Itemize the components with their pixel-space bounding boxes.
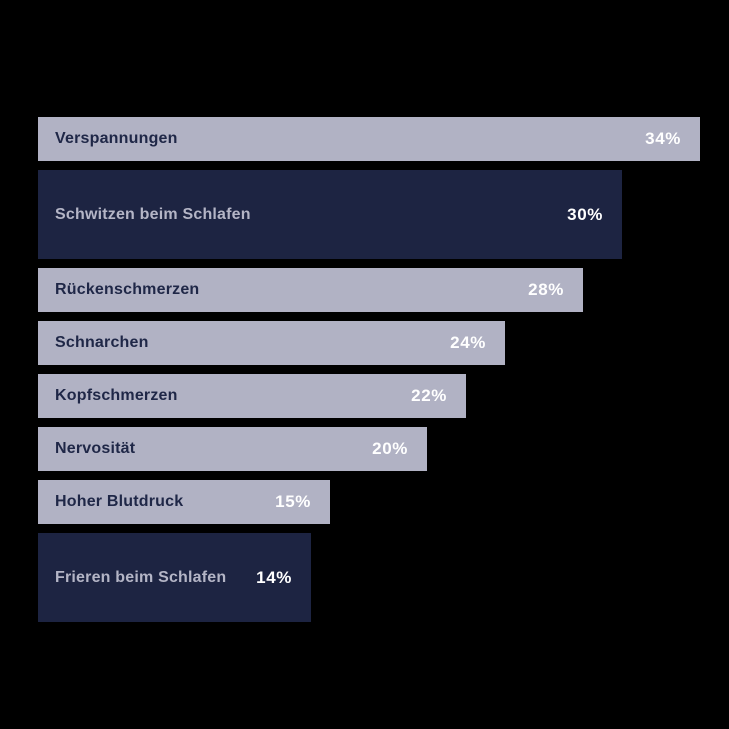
bar-value: 34% bbox=[645, 129, 681, 148]
bar-row: Schwitzen beim Schlafen 30% bbox=[38, 170, 622, 259]
bar-value: 30% bbox=[567, 204, 603, 224]
bar-value: 28% bbox=[528, 280, 564, 299]
bar-row: Rückenschmerzen 28% bbox=[38, 268, 583, 312]
bar-row: Nervosität 20% bbox=[38, 427, 427, 471]
bar-value: 22% bbox=[411, 386, 447, 405]
bar-label: Hoher Blutdruck bbox=[55, 493, 184, 510]
bar-value: 15% bbox=[275, 492, 311, 511]
bar-label: Frieren beim Schlafen bbox=[55, 568, 227, 586]
bar-label: Kopfschmerzen bbox=[55, 387, 178, 404]
bar-label: Nervosität bbox=[55, 440, 136, 457]
bar-value: 24% bbox=[450, 333, 486, 352]
bar-label: Schnarchen bbox=[55, 334, 149, 351]
bar-row: Schnarchen 24% bbox=[38, 321, 505, 365]
bar-row: Frieren beim Schlafen 14% bbox=[38, 533, 311, 622]
bar-row: Hoher Blutdruck 15% bbox=[38, 480, 330, 524]
bar-row: Verspannungen 34% bbox=[38, 117, 700, 161]
bar-chart: Verspannungen 34% Schwitzen beim Schlafen 3… bbox=[38, 117, 700, 631]
bar-label: Schwitzen beim Schlafen bbox=[55, 205, 251, 223]
bar-value: 14% bbox=[256, 567, 292, 587]
bar-label: Verspannungen bbox=[55, 130, 178, 147]
bar-value: 20% bbox=[372, 439, 408, 458]
bar-row: Kopfschmerzen 22% bbox=[38, 374, 466, 418]
bar-label: Rückenschmerzen bbox=[55, 281, 200, 298]
